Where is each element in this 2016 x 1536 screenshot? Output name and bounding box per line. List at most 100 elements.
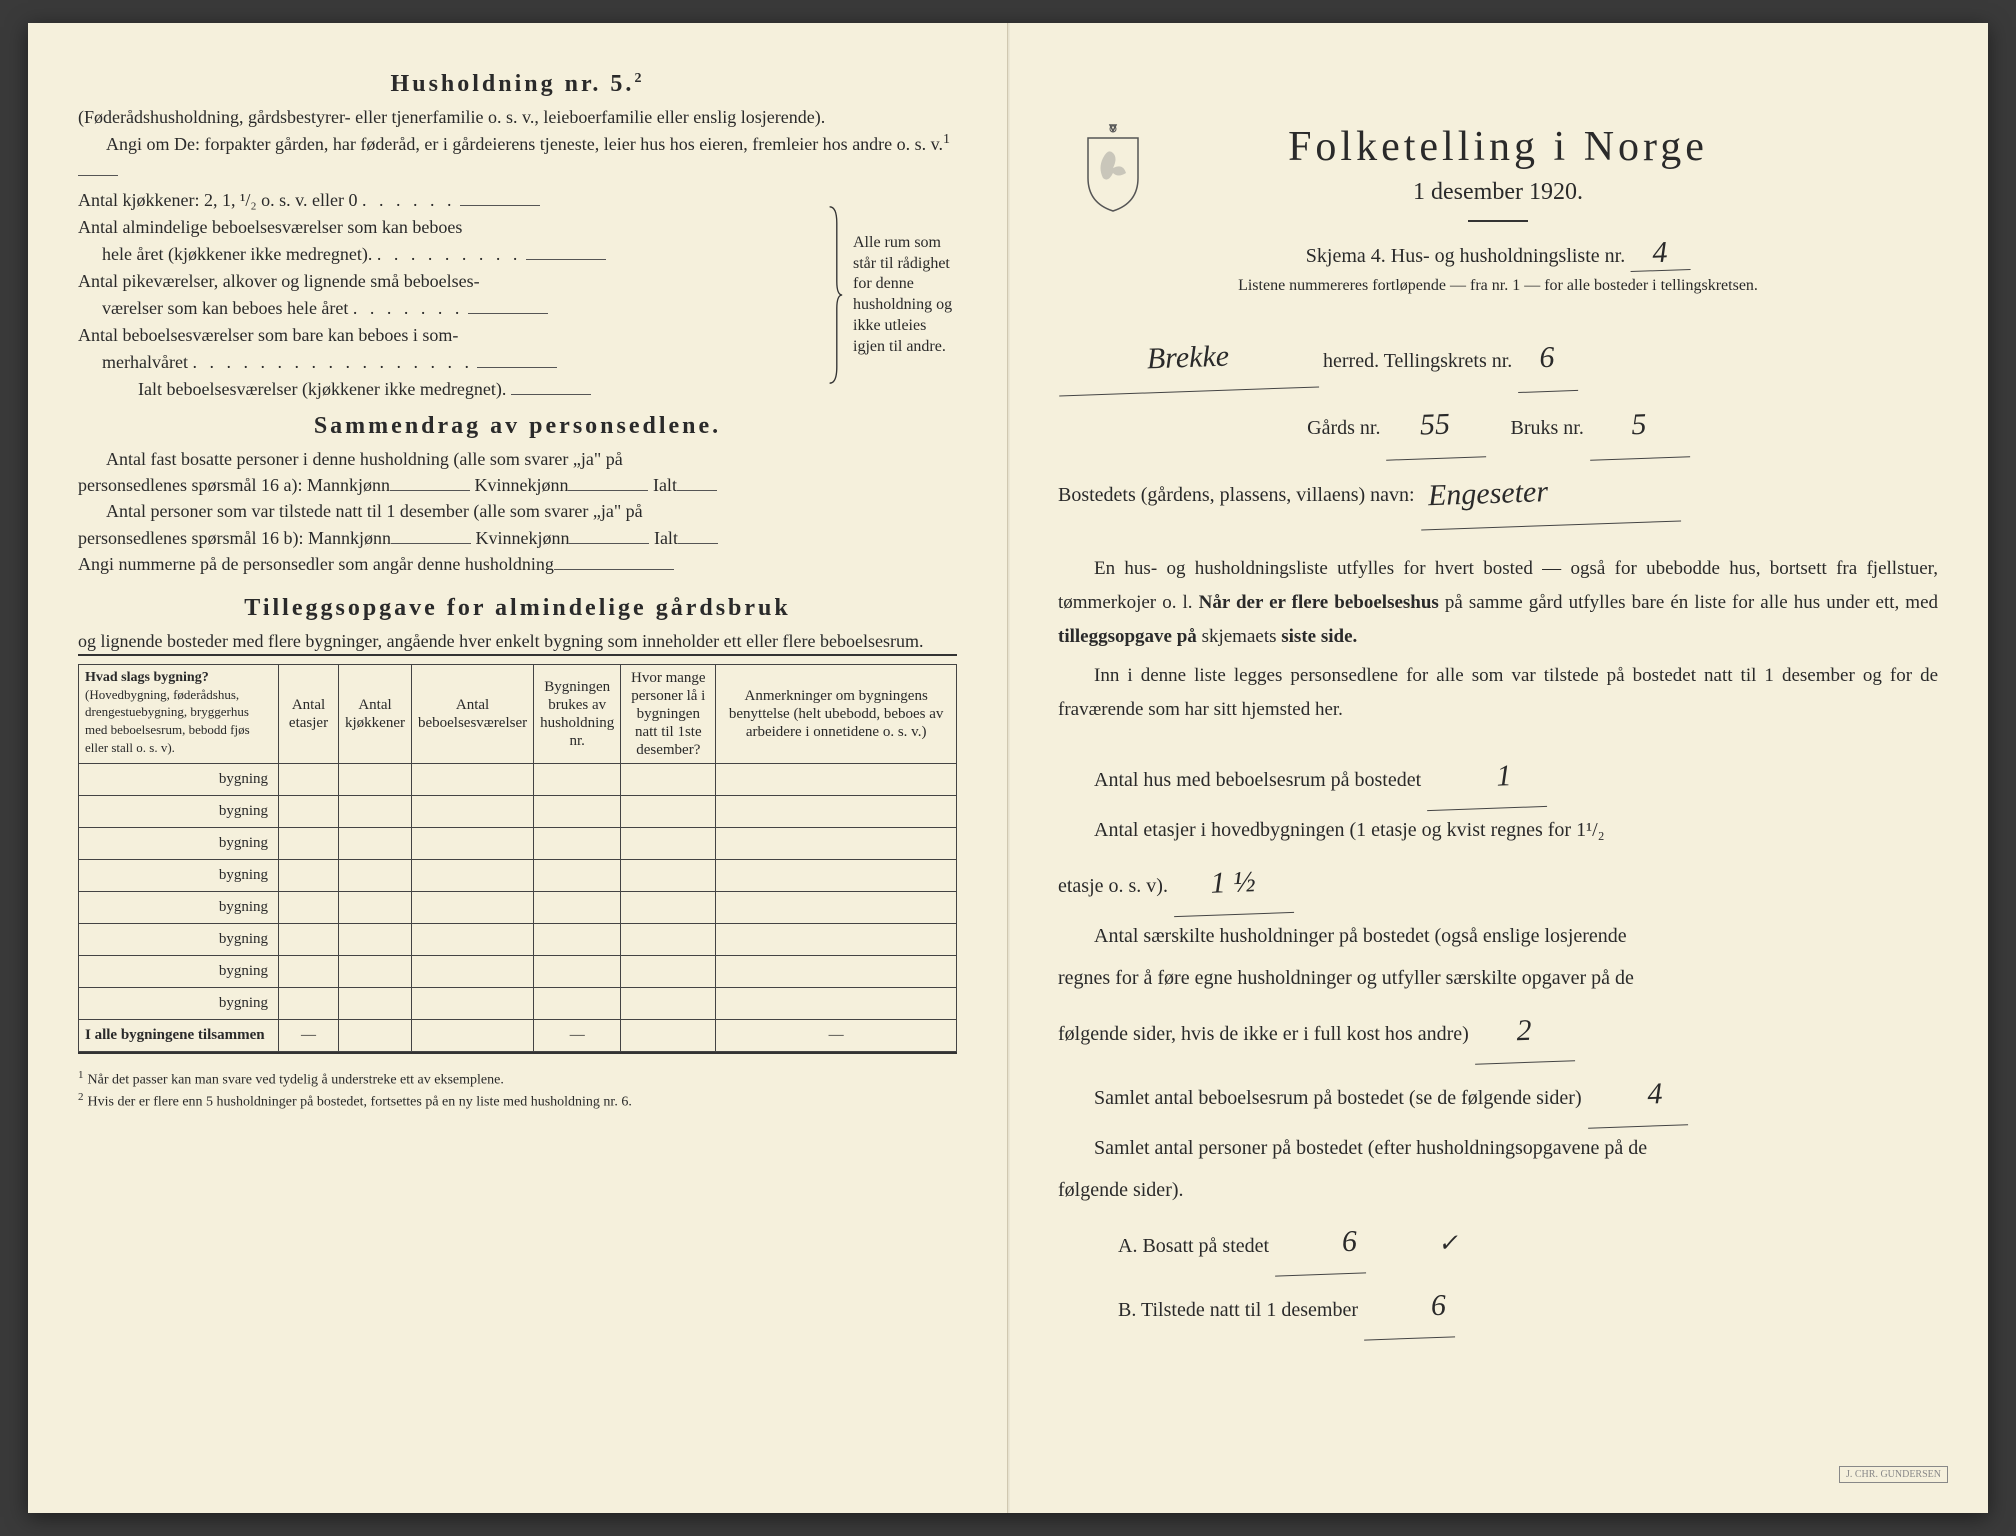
- fn-num: 1: [78, 1069, 84, 1081]
- table-total-row: I alle bygningene tilsammen———: [79, 1019, 957, 1051]
- aB-value: 6: [1362, 1273, 1455, 1340]
- cell: [339, 955, 412, 987]
- q2a-text: Antal etasjer i hovedbygningen (1 etasje…: [1094, 819, 1605, 841]
- sommer-text2: merhalvåret: [102, 352, 188, 372]
- qA-line: A. Bosatt på stedet 6 ✓: [1058, 1211, 1938, 1275]
- cell: [279, 763, 339, 795]
- bruks-label: Bruks nr.: [1510, 417, 1583, 439]
- fn1-text: Når det passer kan man svare ved tydelig…: [88, 1073, 504, 1088]
- listene-note: Listene nummereres fortløpende — fra nr.…: [1058, 277, 1938, 295]
- angi-num: Angi nummerne på de personsedler som ang…: [78, 551, 957, 577]
- skjema-line: Skjema 4. Hus- og husholdningsliste nr. …: [1058, 236, 1938, 271]
- q3c-line: følgende sider, hvis de ikke er i full k…: [1058, 999, 1938, 1063]
- cell: [411, 763, 533, 795]
- para1-bold2: tilleggsopgave på: [1058, 626, 1197, 647]
- left-page: Husholdning nr. 5.2 (Føderådshusholdning…: [28, 23, 1008, 1513]
- cell: [534, 795, 621, 827]
- cell: [716, 795, 957, 827]
- dots: . . . . . . . . .: [377, 244, 522, 264]
- samm-p2a: Antal personer som var tilstede natt til…: [78, 498, 957, 524]
- cell: [534, 763, 621, 795]
- q4-text: Samlet antal beboelsesrum på bostedet (s…: [1094, 1087, 1582, 1109]
- th1-text: Hvad slags bygning?: [85, 670, 209, 685]
- bosted-line: Bostedets (gårdens, plassens, villaens) …: [1058, 459, 1938, 526]
- cell: [621, 763, 716, 795]
- q2-line: Antal etasjer i hovedbygningen (1 etasje…: [1058, 809, 1938, 851]
- cell: [621, 859, 716, 891]
- cell: [411, 859, 533, 891]
- cell: [716, 891, 957, 923]
- row-label: bygning: [79, 891, 279, 923]
- th-vaerelser: Antal beboelsesværelser: [411, 664, 533, 763]
- answers: Antal hus med beboelsesrum på bostedet 1…: [1058, 745, 1938, 1339]
- cell: [339, 1019, 412, 1051]
- angi-om: Angi om De: forpakter gården, har føderå…: [78, 130, 957, 183]
- divider: [1468, 220, 1528, 222]
- cell: [534, 923, 621, 955]
- para1-cont2: skjemaets: [1202, 626, 1277, 647]
- para1-bold1: Når der er flere beboelseshus: [1199, 592, 1439, 613]
- cell: [534, 955, 621, 987]
- blank-field: [511, 377, 591, 395]
- table-header-row: Hvad slags bygning? (Hovedbygning, føder…: [79, 664, 957, 763]
- qA-text: A. Bosatt på stedet: [1118, 1235, 1269, 1257]
- check-icon: ✓: [1377, 1219, 1459, 1272]
- crest-svg: [1078, 123, 1148, 213]
- cell: [339, 987, 412, 1019]
- fn2-text: Hvis der er flere enn 5 husholdninger på…: [88, 1095, 632, 1110]
- instructions: En hus- og husholdningsliste utfylles fo…: [1058, 552, 1938, 727]
- blank-field: [526, 242, 606, 260]
- cell: [279, 955, 339, 987]
- q1-text: Antal hus med beboelsesrum på bostedet: [1094, 769, 1421, 791]
- cell: [411, 795, 533, 827]
- cell: [339, 763, 412, 795]
- angi-num-text: Angi nummerne på de personsedler som ang…: [78, 554, 554, 574]
- table-body: bygning bygning bygning bygning bygning …: [79, 763, 957, 1051]
- ialt-label: Ialt: [653, 475, 677, 495]
- kvinne-label2: Kvinnekjønn: [475, 528, 569, 548]
- herred-line: Brekke herred. Tellingskrets nr. 6: [1058, 325, 1938, 392]
- a3-value: 2: [1473, 997, 1575, 1064]
- kvinne-label: Kvinnekjønn: [474, 475, 568, 495]
- ialt-line: Ialt beboelsesværelser (kjøkkener ikke m…: [78, 376, 823, 403]
- aA-value: 6: [1273, 1209, 1366, 1276]
- cell: [411, 827, 533, 859]
- row-label: bygning: [79, 859, 279, 891]
- q2b-text: etasje o. s. v).: [1058, 875, 1168, 897]
- bruks-nr: 5: [1588, 390, 1690, 460]
- th1-sub: (Hovedbygning, føderådshus, drengestueby…: [85, 687, 250, 755]
- cell: [621, 1019, 716, 1051]
- samm-p1a: Antal fast bosatte personer i denne hush…: [78, 446, 957, 472]
- cell: [339, 891, 412, 923]
- dots: . . . . . . .: [353, 298, 464, 318]
- para1-cont1: på samme gård utfylles bare én liste for…: [1445, 592, 1938, 613]
- cell: [339, 859, 412, 891]
- th-anmerk: Anmerkninger om bygningens benyttelse (h…: [716, 664, 957, 763]
- para2: Inn i denne liste legges personsedlene f…: [1058, 659, 1938, 727]
- cell: [716, 923, 957, 955]
- husholdning-title: Husholdning nr. 5.2: [78, 71, 957, 98]
- table-row: bygning: [79, 827, 957, 859]
- sub-date: 1 desember 1920.: [1058, 179, 1938, 206]
- pike-line2: værelser som kan beboes hele året . . . …: [78, 295, 823, 322]
- brace-icon: [823, 187, 847, 403]
- main-title: Folketelling i Norge: [1058, 123, 1938, 171]
- cell: [621, 891, 716, 923]
- row-label: bygning: [79, 763, 279, 795]
- tillegg-title: Tilleggsopgave for almindelige gårdsbruk: [78, 595, 957, 622]
- a2-value: 1 ½: [1172, 849, 1294, 917]
- alm-text2: hele året (kjøkkener ikke medregnet).: [102, 244, 372, 264]
- cell: [716, 827, 957, 859]
- a1-value: 1: [1425, 743, 1547, 811]
- q5-line: Samlet antal personer på bostedet (efter…: [1058, 1127, 1938, 1169]
- alm-line: Antal almindelige beboelsesværelser som …: [78, 214, 823, 241]
- ialt-label2: Ialt: [654, 528, 678, 548]
- blank-field: [460, 188, 540, 206]
- blank-field: [477, 350, 557, 368]
- row-label: bygning: [79, 795, 279, 827]
- q3a-text: Antal særskilte husholdninger på bostede…: [1094, 925, 1627, 947]
- rooms-block: Antal kjøkkener: 2, 1, ¹/₂ o. s. v. elle…: [78, 187, 957, 403]
- q5a-text: Samlet antal personer på bostedet (efter…: [1094, 1137, 1647, 1159]
- th-kjokkener: Antal kjøkkener: [339, 664, 412, 763]
- right-header: Folketelling i Norge 1 desember 1920. Sk…: [1058, 123, 1938, 295]
